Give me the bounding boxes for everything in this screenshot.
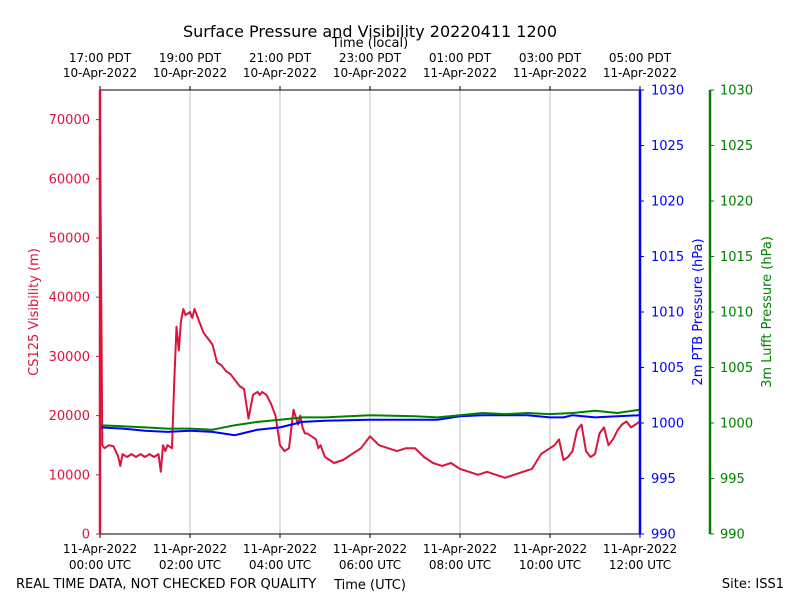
left-tick-label: 60000	[49, 172, 90, 187]
quality-note: REAL TIME DATA, NOT CHECKED FOR QUALITY	[16, 577, 316, 592]
x-tick-label-time: 06:00 UTC	[339, 558, 401, 572]
grid-lines	[189, 90, 551, 534]
left-tick-label: 10000	[49, 468, 90, 483]
right-tick-label: 990	[651, 528, 676, 543]
left-tick-label: 0	[82, 528, 90, 543]
x-tick-label-date: 11-Apr-2022	[603, 542, 677, 556]
top-tick-label-time: 17:00 PDT	[69, 51, 132, 65]
left-tick-label: 20000	[49, 409, 90, 424]
outer-tick-label: 1015	[720, 250, 753, 265]
x-tick-label-time: 08:00 UTC	[429, 558, 491, 572]
left-tick-label: 40000	[49, 291, 90, 306]
top-tick-label-date: 10-Apr-2022	[333, 66, 407, 80]
left-tick-label: 50000	[49, 232, 90, 247]
axes-group: 11-Apr-2022 00:00 UTC 11-Apr-2022 02:00 UTC…	[49, 51, 753, 572]
x-tick-label-date: 11-Apr-2022	[63, 542, 137, 556]
top-tick-label-date: 10-Apr-2022	[243, 66, 317, 80]
series-line-left	[99, 119, 641, 479]
left-tick-label: 70000	[49, 113, 90, 128]
right-tick-label: 1020	[651, 195, 684, 210]
top-tick-label-date: 11-Apr-2022	[603, 66, 677, 80]
x-tick-label-date: 11-Apr-2022	[333, 542, 407, 556]
right-tick-label: 1000	[651, 417, 684, 432]
site-label: Site: ISS1	[722, 577, 784, 592]
outer-axis-label: 3m Lufft Pressure (hPa)	[760, 236, 775, 388]
chart-title: Surface Pressure and Visibility 20220411…	[183, 22, 557, 41]
series-line-outer	[99, 408, 641, 431]
outer-tick-label: 990	[720, 528, 745, 543]
outer-tick-label: 1030	[720, 84, 753, 99]
top-tick-label-date: 10-Apr-2022	[153, 66, 227, 80]
right-tick-label: 1010	[651, 306, 684, 321]
top-tick-label-time: 05:00 PDT	[609, 51, 672, 65]
series-group	[99, 119, 641, 479]
x-tick-label-date: 11-Apr-2022	[423, 542, 497, 556]
x-tick-label-time: 00:00 UTC	[69, 558, 131, 572]
right-tick-label: 995	[651, 472, 676, 487]
top-tick-label-time: 21:00 PDT	[249, 51, 312, 65]
top-tick-label-time: 03:00 PDT	[519, 51, 582, 65]
right-tick-label: 1025	[651, 139, 684, 154]
outer-tick-label: 995	[720, 472, 745, 487]
top-tick-label-time: 23:00 PDT	[339, 51, 402, 65]
outer-tick-label: 1025	[720, 139, 753, 154]
x-tick-label-date: 11-Apr-2022	[243, 542, 317, 556]
x-tick-label-time: 12:00 UTC	[609, 558, 671, 572]
top-axis-label: Time (local)	[331, 36, 408, 51]
right-tick-label: 1005	[651, 361, 684, 376]
left-tick-label: 30000	[49, 350, 90, 365]
x-tick-label-date: 11-Apr-2022	[513, 542, 587, 556]
top-tick-label-time: 19:00 PDT	[159, 51, 222, 65]
outer-tick-label: 1005	[720, 361, 753, 376]
right-tick-label: 1030	[651, 84, 684, 99]
right-tick-label: 1015	[651, 250, 684, 265]
outer-tick-label: 1000	[720, 417, 753, 432]
x-tick-label-date: 11-Apr-2022	[153, 542, 227, 556]
top-tick-label-date: 11-Apr-2022	[423, 66, 497, 80]
x-axis-label: Time (UTC)	[333, 578, 406, 593]
top-tick-label-time: 01:00 PDT	[429, 51, 492, 65]
x-tick-label-time: 10:00 UTC	[519, 558, 581, 572]
right-axis-label: 2m PTB Pressure (hPa)	[691, 238, 706, 385]
top-tick-label-date: 10-Apr-2022	[63, 66, 137, 80]
outer-tick-label: 1020	[720, 195, 753, 210]
top-tick-label-date: 11-Apr-2022	[513, 66, 587, 80]
x-tick-label-time: 04:00 UTC	[249, 558, 311, 572]
x-tick-label-time: 02:00 UTC	[159, 558, 221, 572]
outer-tick-label: 1010	[720, 306, 753, 321]
series-line-right	[99, 414, 641, 437]
left-axis-label: CS125 Visibility (m)	[27, 248, 42, 376]
